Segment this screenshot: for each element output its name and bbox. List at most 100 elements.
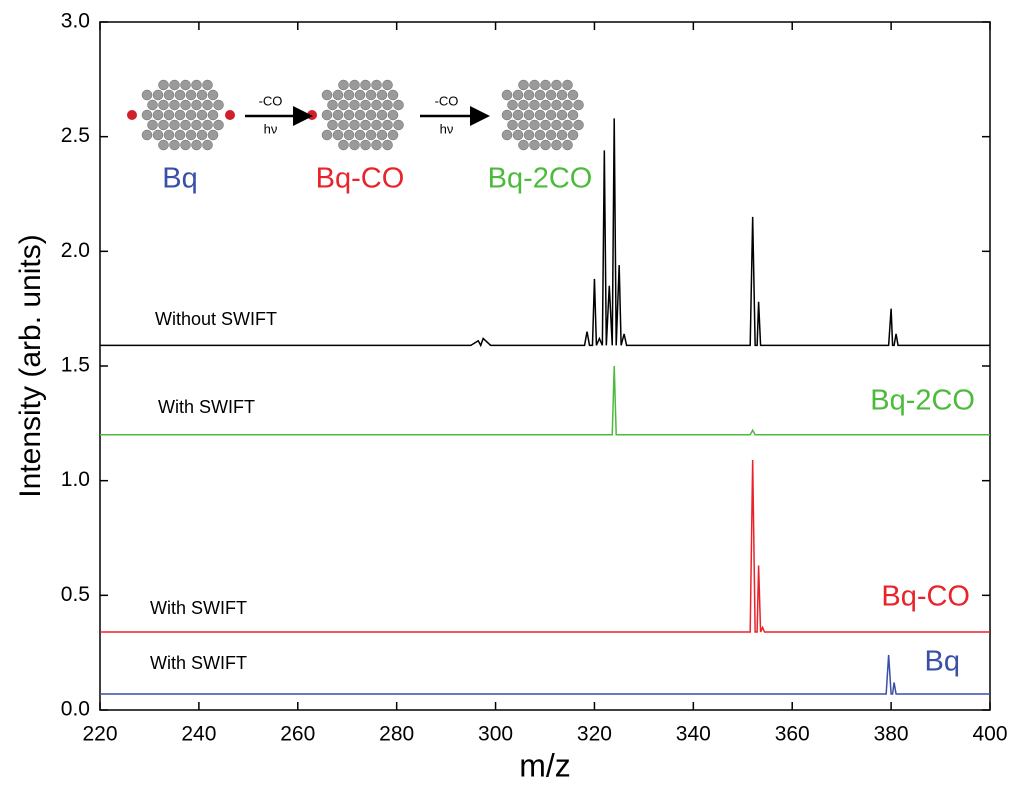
atom	[546, 110, 556, 120]
x-tick-label: 380	[874, 723, 909, 746]
atom	[508, 100, 518, 110]
x-tick-label: 260	[280, 723, 315, 746]
atom	[339, 140, 349, 150]
series-label: Bq-2CO	[870, 385, 975, 417]
atom	[333, 110, 343, 120]
atom	[181, 120, 191, 130]
annotation: With SWIFT	[150, 598, 247, 618]
atom	[192, 100, 202, 110]
atom	[350, 120, 360, 130]
atom	[197, 110, 207, 120]
atom	[164, 90, 174, 100]
atom	[372, 120, 382, 130]
atom	[355, 90, 365, 100]
x-axis-label: m/z	[519, 747, 571, 783]
y-tick-label: 0.5	[61, 583, 90, 606]
atom	[350, 140, 360, 150]
atom	[524, 90, 534, 100]
atom	[366, 90, 376, 100]
atom	[142, 130, 152, 140]
atom	[508, 120, 518, 130]
oxygen	[127, 110, 137, 120]
atom	[355, 110, 365, 120]
atom	[383, 140, 393, 150]
molecule-label: Bq-CO	[316, 163, 405, 195]
atom	[552, 100, 562, 110]
atom	[372, 100, 382, 110]
atom	[519, 140, 529, 150]
annotation: With SWIFT	[158, 397, 255, 417]
x-tick-label: 280	[379, 723, 414, 746]
atom	[541, 100, 551, 110]
atom	[344, 90, 354, 100]
atom	[339, 80, 349, 90]
atom	[557, 90, 567, 100]
y-axis-label: Intensity (arb. units)	[14, 234, 47, 497]
atom	[377, 90, 387, 100]
atom	[339, 120, 349, 130]
atom	[552, 120, 562, 130]
atom	[535, 90, 545, 100]
atom	[502, 110, 512, 120]
atom	[535, 110, 545, 120]
atom	[203, 100, 213, 110]
chart: m/z Intensity (arb. units) 2202402602803…	[0, 0, 1013, 786]
atom	[181, 140, 191, 150]
atom	[563, 120, 573, 130]
atom	[186, 110, 196, 120]
atom	[181, 80, 191, 90]
x-tick-label: 320	[577, 723, 612, 746]
atom	[366, 130, 376, 140]
atom	[208, 110, 218, 120]
atom	[383, 80, 393, 90]
atom	[159, 100, 169, 110]
oxygen	[225, 110, 235, 120]
atom	[142, 90, 152, 100]
atom	[175, 130, 185, 140]
atom	[350, 80, 360, 90]
page: {"chart_data": {"type": "line", "xlabel"…	[0, 0, 1013, 786]
atom	[203, 140, 213, 150]
atom	[164, 130, 174, 140]
atom	[192, 140, 202, 150]
atom	[519, 100, 529, 110]
atom	[214, 100, 224, 110]
atom	[192, 80, 202, 90]
atom	[377, 110, 387, 120]
atom	[159, 120, 169, 130]
atom	[502, 130, 512, 140]
atom	[513, 130, 523, 140]
atom	[546, 90, 556, 100]
atom	[388, 130, 398, 140]
atom	[502, 90, 512, 100]
oxygen	[307, 110, 317, 120]
atom	[322, 110, 332, 120]
atom	[148, 120, 158, 130]
atom	[372, 140, 382, 150]
atom	[377, 130, 387, 140]
atom	[355, 130, 365, 140]
atom	[541, 120, 551, 130]
atom	[513, 110, 523, 120]
atom	[524, 110, 534, 120]
atom	[519, 80, 529, 90]
atom	[394, 120, 404, 130]
atom	[568, 110, 578, 120]
atom	[186, 90, 196, 100]
atom	[148, 100, 158, 110]
atom	[513, 90, 523, 100]
atom	[361, 100, 371, 110]
atom	[557, 110, 567, 120]
x-tick-label: 340	[676, 723, 711, 746]
atom	[333, 130, 343, 140]
atom	[563, 140, 573, 150]
arrow-label-bottom: hν	[440, 121, 454, 136]
atom	[170, 80, 180, 90]
y-tick-label: 2.0	[61, 239, 90, 262]
atom	[170, 100, 180, 110]
y-tick-label: 2.5	[61, 124, 90, 147]
atom	[361, 120, 371, 130]
arrow-label-bottom: hν	[264, 121, 278, 136]
atom	[159, 80, 169, 90]
atom	[175, 90, 185, 100]
